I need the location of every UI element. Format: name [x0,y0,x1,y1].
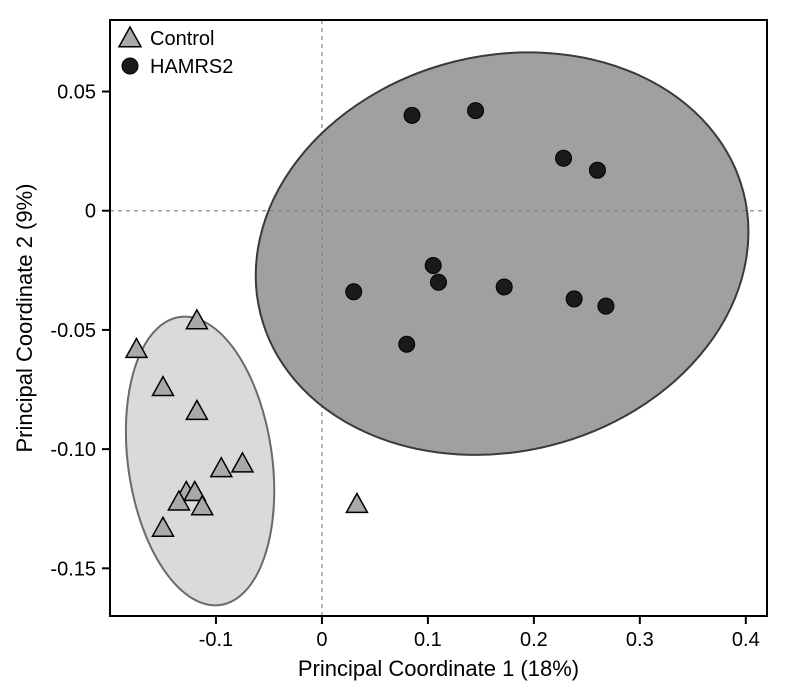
x-axis-label: Principal Coordinate 1 (18%) [298,656,579,681]
marker-circle [399,336,415,352]
y-tick-label: -0.15 [50,558,96,580]
marker-circle [598,298,614,314]
marker-circle [468,103,484,119]
legend-label: Control [150,28,214,50]
chart-svg: -0.100.10.20.30.4-0.15-0.10-0.0500.05Pri… [0,0,797,696]
y-axis-label: Principal Coordinate 2 (9%) [12,183,37,452]
marker-circle [589,162,605,178]
pcoa-chart: -0.100.10.20.30.4-0.15-0.10-0.0500.05Pri… [0,0,797,696]
x-tick-label: 0.2 [520,629,548,651]
legend-label: HAMRS2 [150,56,233,78]
y-tick-label: 0.05 [57,82,96,104]
legend-marker-circle [122,58,138,74]
y-tick-label: -0.10 [50,439,96,461]
x-tick-label: 0.1 [414,629,442,651]
marker-circle [496,279,512,295]
x-tick-label: 0 [316,629,327,651]
marker-circle [425,258,441,274]
y-tick-label: -0.05 [50,320,96,342]
marker-circle [556,150,572,166]
y-tick-label: 0 [85,201,96,223]
x-tick-label: 0.4 [732,629,760,651]
x-tick-label: 0.3 [626,629,654,651]
x-tick-label: -0.1 [199,629,233,651]
marker-circle [566,291,582,307]
marker-circle [431,274,447,290]
marker-circle [346,284,362,300]
marker-circle [404,107,420,123]
